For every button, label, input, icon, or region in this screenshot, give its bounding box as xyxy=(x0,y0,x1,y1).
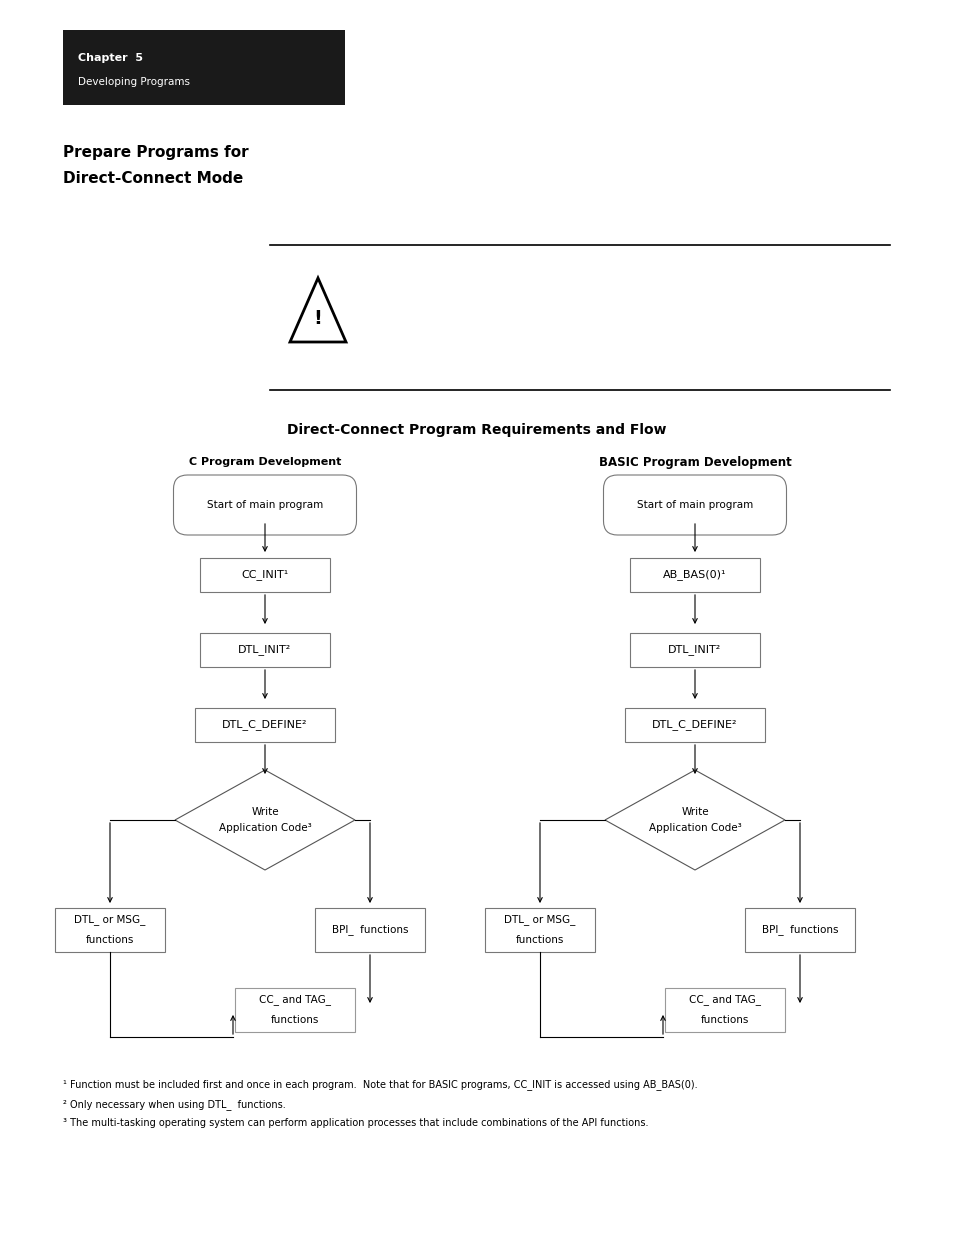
FancyBboxPatch shape xyxy=(314,908,424,952)
FancyBboxPatch shape xyxy=(629,634,760,667)
Text: Chapter  5: Chapter 5 xyxy=(78,53,143,63)
Text: AB_BAS(0)¹: AB_BAS(0)¹ xyxy=(662,569,726,580)
FancyBboxPatch shape xyxy=(624,708,764,742)
Text: DTL_INIT²: DTL_INIT² xyxy=(668,645,720,656)
Text: BPI_  functions: BPI_ functions xyxy=(332,925,408,935)
Text: CC_ and TAG_: CC_ and TAG_ xyxy=(688,994,760,1005)
Text: !: ! xyxy=(314,309,322,327)
FancyBboxPatch shape xyxy=(603,475,785,535)
Text: ² Only necessary when using DTL_  functions.: ² Only necessary when using DTL_ functio… xyxy=(63,1099,286,1110)
Text: BPI_  functions: BPI_ functions xyxy=(760,925,838,935)
Text: Start of main program: Start of main program xyxy=(207,500,323,510)
Text: functions: functions xyxy=(86,935,134,945)
FancyBboxPatch shape xyxy=(484,908,595,952)
Text: Developing Programs: Developing Programs xyxy=(78,77,190,86)
Text: Direct-Connect Mode: Direct-Connect Mode xyxy=(63,170,243,185)
Text: functions: functions xyxy=(516,935,563,945)
FancyBboxPatch shape xyxy=(194,708,335,742)
Text: Direct-Connect Program Requirements and Flow: Direct-Connect Program Requirements and … xyxy=(287,424,666,437)
Text: Prepare Programs for: Prepare Programs for xyxy=(63,144,249,159)
Text: Application Code³: Application Code³ xyxy=(648,823,740,832)
FancyBboxPatch shape xyxy=(234,988,355,1032)
Polygon shape xyxy=(290,278,346,342)
Text: BASIC Program Development: BASIC Program Development xyxy=(598,456,791,468)
FancyBboxPatch shape xyxy=(173,475,356,535)
FancyBboxPatch shape xyxy=(744,908,854,952)
Text: C Program Development: C Program Development xyxy=(189,457,341,467)
FancyBboxPatch shape xyxy=(664,988,784,1032)
Text: CC_INIT¹: CC_INIT¹ xyxy=(241,569,289,580)
FancyBboxPatch shape xyxy=(200,634,330,667)
Polygon shape xyxy=(604,769,784,869)
Polygon shape xyxy=(174,769,355,869)
Text: Start of main program: Start of main program xyxy=(637,500,752,510)
Text: ¹ Function must be included first and once in each program.  Note that for BASIC: ¹ Function must be included first and on… xyxy=(63,1079,697,1091)
FancyBboxPatch shape xyxy=(55,908,165,952)
Text: DTL_ or MSG_: DTL_ or MSG_ xyxy=(504,915,575,925)
Text: CC_ and TAG_: CC_ and TAG_ xyxy=(258,994,331,1005)
Text: Application Code³: Application Code³ xyxy=(218,823,311,832)
Text: functions: functions xyxy=(271,1015,319,1025)
Text: functions: functions xyxy=(700,1015,748,1025)
Text: DTL_C_DEFINE²: DTL_C_DEFINE² xyxy=(222,720,308,730)
Text: ³ The multi-tasking operating system can perform application processes that incl: ³ The multi-tasking operating system can… xyxy=(63,1118,648,1128)
Text: Write: Write xyxy=(251,806,278,818)
FancyBboxPatch shape xyxy=(629,558,760,592)
Text: DTL_ or MSG_: DTL_ or MSG_ xyxy=(74,915,146,925)
Text: Write: Write xyxy=(680,806,708,818)
Bar xyxy=(63,30,345,105)
Text: DTL_C_DEFINE²: DTL_C_DEFINE² xyxy=(652,720,737,730)
Text: DTL_INIT²: DTL_INIT² xyxy=(238,645,292,656)
FancyBboxPatch shape xyxy=(200,558,330,592)
